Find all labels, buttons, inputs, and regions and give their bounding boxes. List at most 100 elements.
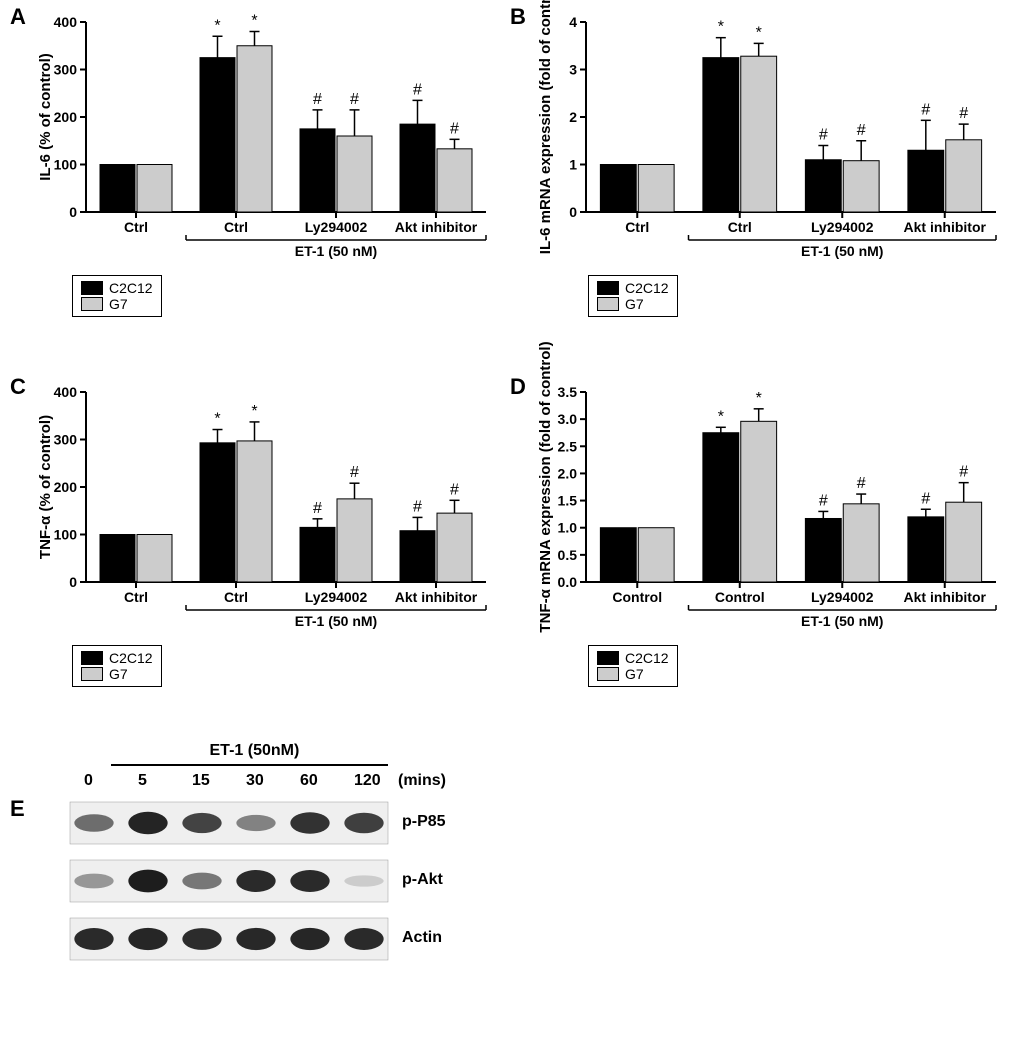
svg-text:#: #: [819, 492, 828, 509]
svg-text:Ctrl: Ctrl: [124, 219, 148, 235]
svg-text:3: 3: [569, 62, 577, 78]
svg-text:Akt inhibitor: Akt inhibitor: [395, 589, 478, 605]
svg-text:*: *: [718, 19, 724, 36]
blot-row-p-akt: [70, 860, 388, 902]
svg-text:ET-1 (50 nM): ET-1 (50 nM): [801, 613, 883, 629]
svg-text:0.5: 0.5: [558, 547, 578, 563]
svg-text:*: *: [756, 24, 762, 41]
svg-text:#: #: [921, 490, 930, 507]
svg-text:300: 300: [54, 62, 78, 78]
panel-label-c: C: [10, 374, 26, 400]
svg-text:#: #: [959, 105, 968, 122]
svg-text:ET-1 (50 nM): ET-1 (50 nM): [295, 613, 377, 629]
svg-text:Ctrl: Ctrl: [124, 589, 148, 605]
timepoint-label: 5: [138, 772, 147, 790]
svg-text:#: #: [857, 122, 866, 139]
svg-text:3.5: 3.5: [558, 384, 578, 400]
svg-text:Ly294002: Ly294002: [811, 219, 874, 235]
svg-text:Ctrl: Ctrl: [625, 219, 649, 235]
svg-text:ET-1 (50 nM): ET-1 (50 nM): [801, 243, 883, 259]
svg-text:#: #: [313, 500, 322, 517]
blot-row-p-p85: [70, 802, 388, 844]
et1-header-line: [111, 764, 388, 766]
chart-d: 0.00.51.01.52.02.53.03.5TNF-α mRNA expre…: [536, 382, 1006, 632]
swatch-c2c12: [597, 651, 619, 665]
svg-text:*: *: [214, 411, 220, 428]
svg-text:#: #: [413, 81, 422, 98]
timepoint-label: 60: [300, 772, 318, 790]
svg-text:ET-1 (50 nM): ET-1 (50 nM): [295, 243, 377, 259]
legend-label: G7: [625, 666, 644, 682]
blot-row-actin: [70, 918, 388, 960]
blot-row-label: Actin: [402, 929, 442, 947]
svg-text:300: 300: [54, 432, 78, 448]
timepoint-label: 0: [84, 772, 93, 790]
panel-label-e: E: [10, 796, 25, 822]
chart-a: 0100200300400IL-6 (% of control)Ctrl**Ct…: [36, 12, 496, 262]
svg-text:1: 1: [569, 157, 577, 173]
svg-text:Akt inhibitor: Akt inhibitor: [904, 589, 987, 605]
swatch-c2c12: [81, 651, 103, 665]
svg-text:#: #: [313, 91, 322, 108]
et1-header-label: ET-1 (50nM): [210, 742, 300, 760]
svg-text:#: #: [450, 120, 459, 137]
legend-label: G7: [625, 296, 644, 312]
svg-text:#: #: [921, 101, 930, 118]
svg-text:0: 0: [69, 574, 77, 590]
svg-text:IL-6 (% of control): IL-6 (% of control): [37, 53, 54, 181]
legend-label: C2C12: [625, 650, 669, 666]
timepoint-label: 15: [192, 772, 210, 790]
svg-text:4: 4: [569, 14, 577, 30]
swatch-g7: [597, 667, 619, 681]
timepoint-label: 30: [246, 772, 264, 790]
time-unit: (mins): [398, 772, 446, 790]
svg-text:TNF-α (% of control): TNF-α (% of control): [37, 415, 54, 559]
legend-label: C2C12: [109, 650, 153, 666]
swatch-g7: [81, 667, 103, 681]
swatch-c2c12: [81, 281, 103, 295]
legend-d: C2C12 G7: [588, 645, 678, 687]
panel-label-a: A: [10, 4, 26, 30]
timepoint-label: 120: [354, 772, 381, 790]
panel-c: C 0100200300400TNF-α (% of control)Ctrl*…: [0, 370, 510, 700]
panel-a: A 0100200300400IL-6 (% of control)Ctrl**…: [0, 0, 510, 330]
svg-text:Akt inhibitor: Akt inhibitor: [904, 219, 987, 235]
svg-text:Control: Control: [612, 589, 662, 605]
svg-text:Ctrl: Ctrl: [728, 219, 752, 235]
panel-label-b: B: [510, 4, 526, 30]
svg-text:2: 2: [569, 109, 577, 125]
svg-text:#: #: [959, 464, 968, 481]
western-blot: ET-1 (50nM)05153060120(mins)p-P85p-AktAc…: [40, 740, 500, 1020]
svg-text:Ly294002: Ly294002: [811, 589, 874, 605]
svg-text:*: *: [756, 390, 762, 407]
svg-text:Ctrl: Ctrl: [224, 589, 248, 605]
svg-text:100: 100: [54, 527, 78, 543]
swatch-g7: [81, 297, 103, 311]
svg-text:2.5: 2.5: [558, 438, 578, 454]
svg-text:Control: Control: [715, 589, 765, 605]
svg-text:#: #: [450, 481, 459, 498]
svg-text:#: #: [350, 464, 359, 481]
chart-b: 01234IL-6 mRNA expression (fold of contr…: [536, 12, 1006, 262]
svg-text:*: *: [214, 17, 220, 34]
svg-text:Akt inhibitor: Akt inhibitor: [395, 219, 478, 235]
svg-text:400: 400: [54, 14, 78, 30]
svg-text:TNF-α mRNA expression (fold of: TNF-α mRNA expression (fold of control): [537, 341, 554, 632]
svg-text:0: 0: [69, 204, 77, 220]
svg-text:Ctrl: Ctrl: [224, 219, 248, 235]
svg-text:0.0: 0.0: [558, 574, 578, 590]
svg-text:3.0: 3.0: [558, 411, 578, 427]
svg-text:IL-6 mRNA expression (fold of: IL-6 mRNA expression (fold of control): [537, 0, 554, 254]
svg-text:1.5: 1.5: [558, 493, 578, 509]
swatch-c2c12: [597, 281, 619, 295]
svg-text:1.0: 1.0: [558, 520, 578, 536]
svg-text:#: #: [413, 498, 422, 515]
svg-text:#: #: [350, 91, 359, 108]
swatch-g7: [597, 297, 619, 311]
svg-text:*: *: [718, 408, 724, 425]
svg-text:100: 100: [54, 157, 78, 173]
legend-label: G7: [109, 296, 128, 312]
legend-a: C2C12 G7: [72, 275, 162, 317]
panel-b: B 01234IL-6 mRNA expression (fold of con…: [510, 0, 1020, 330]
panel-label-d: D: [510, 374, 526, 400]
